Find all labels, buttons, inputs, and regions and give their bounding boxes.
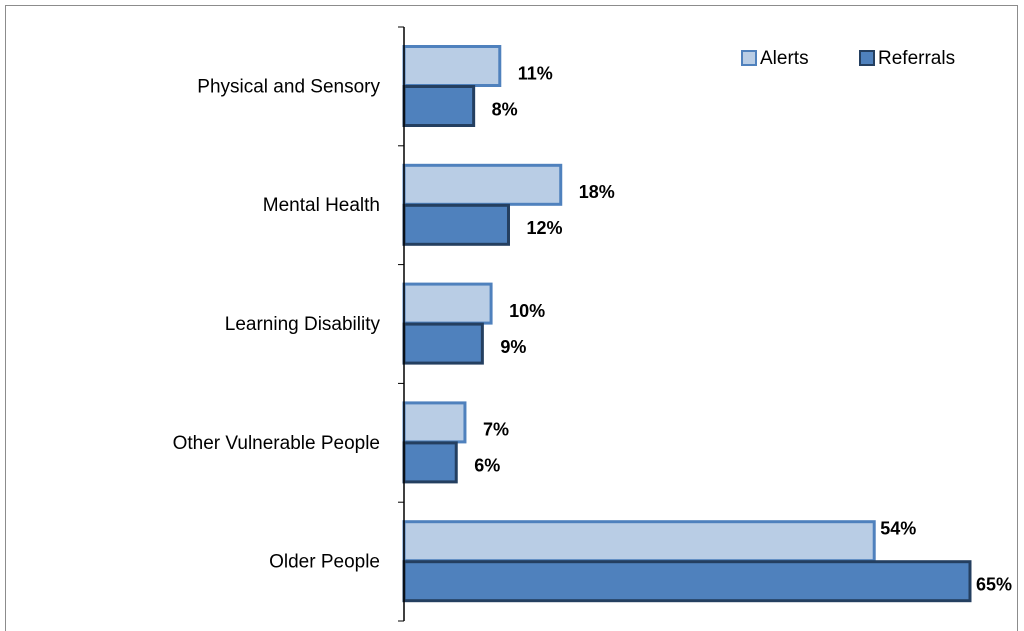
category-label: Other Vulnerable People <box>173 433 380 454</box>
value-label: 10% <box>509 301 545 321</box>
bar <box>402 401 467 444</box>
category-label: Physical and Sensory <box>197 76 380 97</box>
value-label: 12% <box>526 218 562 238</box>
value-label: 18% <box>579 182 615 202</box>
bar <box>402 282 493 325</box>
value-label: 7% <box>483 420 509 440</box>
bar <box>402 560 972 603</box>
category-label: Learning Disability <box>225 314 381 335</box>
bar <box>402 441 458 484</box>
value-label: 6% <box>474 456 500 476</box>
legend-swatch <box>859 50 875 66</box>
legend-label: Alerts <box>760 48 809 69</box>
bar <box>402 163 563 206</box>
value-label: 8% <box>492 99 518 119</box>
category-label: Mental Health <box>263 195 380 216</box>
value-label: 9% <box>500 337 526 357</box>
value-label: 65% <box>976 574 1012 594</box>
category-label: Older People <box>269 552 380 573</box>
legend-swatch <box>741 50 757 66</box>
value-label: 11% <box>518 63 553 83</box>
bar <box>402 45 502 87</box>
legend-label: Referrals <box>878 48 955 69</box>
bar <box>402 203 510 246</box>
bar <box>402 520 876 563</box>
bar <box>402 322 484 365</box>
value-label: 54% <box>880 518 916 538</box>
bar <box>402 85 476 127</box>
